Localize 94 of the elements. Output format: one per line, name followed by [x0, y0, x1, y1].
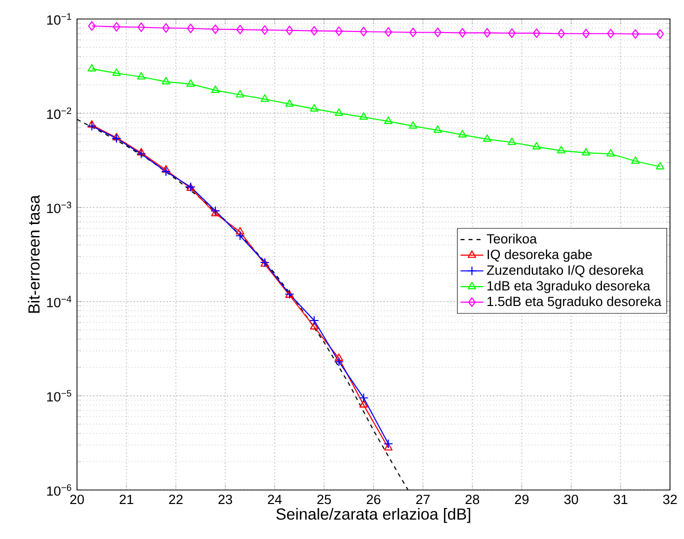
point — [161, 166, 171, 176]
x-axis-title: Seinale/zarata erlazioa [dB] — [276, 508, 470, 523]
point — [358, 393, 368, 403]
point — [235, 230, 245, 241]
x-tick-label: 22 — [169, 494, 183, 504]
x-tick-label: 30 — [564, 494, 578, 504]
x-tick-label: 25 — [317, 494, 331, 504]
point — [112, 134, 122, 144]
point — [384, 116, 393, 124]
x-tick-label: 20 — [70, 494, 84, 504]
point — [87, 121, 97, 131]
point — [582, 28, 590, 38]
point — [384, 443, 393, 451]
point — [558, 28, 566, 38]
point — [88, 120, 96, 128]
point — [434, 125, 442, 133]
point — [285, 99, 294, 107]
x-tick-label: 26 — [366, 494, 380, 504]
point — [310, 322, 318, 330]
point — [335, 26, 343, 36]
point — [557, 146, 566, 154]
y-axis-title: Bit-erroreen tasa — [28, 194, 40, 313]
point — [112, 68, 121, 76]
point — [631, 156, 640, 164]
legend-label: 1.5dB eta 5graduko desoreka — [488, 296, 662, 309]
point — [334, 354, 344, 361]
point — [88, 64, 96, 72]
point — [236, 227, 244, 235]
point — [632, 29, 640, 39]
point — [211, 86, 220, 93]
point — [360, 26, 368, 36]
point — [212, 24, 220, 34]
point — [582, 148, 590, 156]
legend-label: IQ desoreka gabe — [488, 249, 592, 262]
point — [260, 94, 270, 102]
point — [310, 26, 318, 36]
y-tick-label: 10$^{−4}$ — [47, 296, 72, 308]
point — [136, 149, 146, 159]
point — [458, 130, 467, 138]
legend-label: Zuzendutako I/Q desoreka — [486, 265, 644, 278]
point — [211, 208, 220, 216]
x-tick-label: 21 — [120, 494, 134, 504]
legend-label: Teorikoa — [486, 234, 537, 244]
point — [162, 76, 170, 84]
point — [458, 28, 466, 38]
y-tick-label: 10$^{−1}$ — [47, 13, 72, 25]
point — [408, 121, 418, 129]
y-tick-label: 10$^{−2}$ — [47, 107, 72, 119]
point — [112, 132, 121, 140]
x-tick-label: 28 — [466, 494, 480, 504]
point — [656, 29, 664, 39]
point — [384, 27, 392, 37]
x-tick-label: 24 — [268, 494, 282, 504]
point — [286, 26, 294, 36]
point — [334, 108, 344, 116]
point — [186, 79, 195, 87]
point — [532, 28, 540, 38]
point — [310, 104, 318, 112]
legend-label: 1dB eta 3graduko desoreka — [488, 280, 650, 294]
x-tick-label: 29 — [515, 494, 529, 504]
point — [88, 21, 96, 31]
point — [162, 23, 170, 33]
x-tick-label: 31 — [614, 494, 628, 504]
y-tick-label: 10$^{−5}$ — [47, 390, 72, 402]
point — [162, 165, 170, 173]
point — [606, 149, 615, 157]
point — [409, 28, 417, 38]
point — [137, 72, 146, 80]
point — [532, 142, 541, 150]
x-tick-label: 32 — [663, 494, 677, 504]
point — [483, 28, 491, 38]
point — [656, 162, 664, 170]
point — [137, 148, 146, 156]
point — [186, 24, 194, 34]
point — [606, 28, 614, 38]
y-tick-label: 10$^{−3}$ — [47, 202, 72, 214]
point — [482, 134, 492, 142]
x-tick-label: 27 — [416, 494, 430, 504]
point — [434, 28, 442, 38]
point — [508, 138, 516, 146]
point — [359, 112, 368, 120]
y-tick-label: 10$^{−6}$ — [47, 484, 72, 496]
point — [384, 438, 394, 449]
point — [210, 206, 220, 216]
point — [236, 90, 244, 98]
point — [112, 22, 120, 32]
point — [138, 22, 145, 32]
point — [261, 25, 269, 35]
point — [334, 356, 344, 367]
point — [508, 28, 516, 38]
point — [236, 24, 244, 34]
point — [359, 400, 368, 408]
point — [309, 316, 320, 326]
x-tick-label: 23 — [218, 494, 232, 504]
